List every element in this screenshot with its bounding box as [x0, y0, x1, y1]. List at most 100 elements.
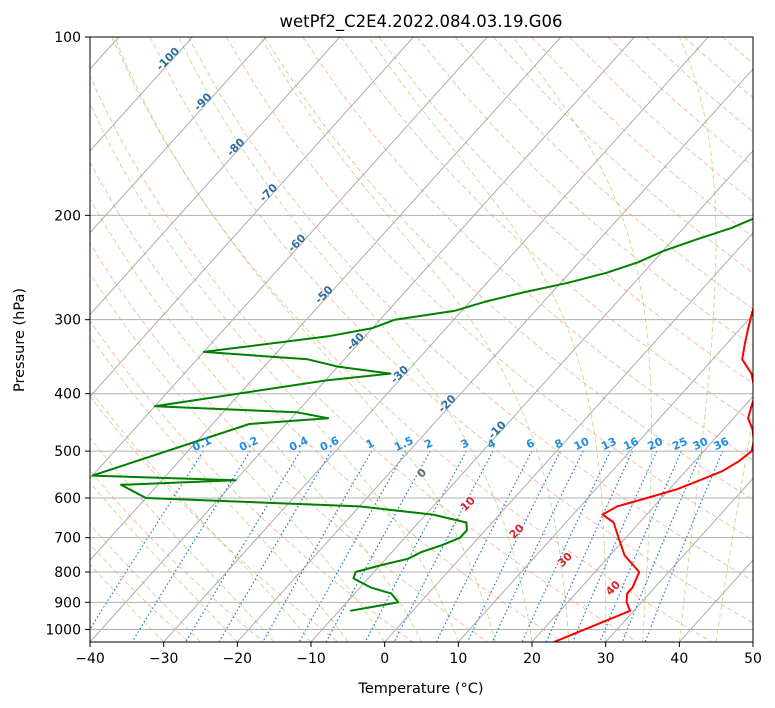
dry-adiabat-label: -100: [154, 44, 183, 73]
moist-adiabat-label: 40: [603, 578, 623, 598]
x-tick-label: 10: [449, 651, 467, 667]
moist-adiabat: [90, 272, 386, 642]
dry-adiabat: [90, 543, 190, 642]
isotherm: [90, 37, 193, 152]
isotherm: [457, 313, 753, 642]
dry-adiabat: [90, 395, 339, 642]
dry-adiabat-label: -80: [224, 135, 247, 158]
x-tick-label: 50: [744, 651, 762, 667]
y-tick-label: 1000: [45, 622, 81, 638]
dry-adiabat: [493, 37, 753, 274]
y-tick-label: 200: [54, 208, 81, 224]
mixing-ratio-line: [599, 450, 682, 642]
moist-adiabat: [678, 37, 717, 642]
x-tick-label: −20: [223, 651, 253, 667]
moist-adiabat: [90, 334, 349, 642]
dry-adiabat: [90, 242, 488, 642]
dry-adiabat: [90, 161, 563, 642]
moist-adiabat: [90, 437, 275, 642]
isotherm: [310, 150, 753, 642]
dry-adiabat: [302, 37, 753, 461]
mixing-ratio-label: 2: [422, 436, 434, 451]
moist-adiabat: [715, 415, 753, 642]
mixing-ratio-label: 36: [712, 435, 732, 453]
dry-adiabat-label: -30: [388, 363, 411, 386]
mixing-ratio-line: [491, 450, 584, 642]
dry-adiabat: [90, 74, 638, 642]
dry-adiabat: [683, 37, 753, 99]
dry-adiabat: [416, 37, 753, 347]
isotherm: [236, 68, 753, 642]
x-axis-label: Temperature (°C): [357, 681, 483, 697]
x-tick-label: −30: [149, 651, 179, 667]
dry-adiabat: [264, 37, 753, 501]
mixing-ratio-label: 25: [670, 435, 689, 453]
isotherm: [163, 37, 709, 642]
y-tick-label: 300: [54, 313, 81, 329]
plot-frame: [89, 36, 754, 643]
mixing-ratio-label: 20: [646, 435, 666, 453]
moist-adiabat: [90, 102, 459, 642]
moist-adiabat-label: 10: [458, 494, 478, 514]
x-tick-label: 30: [597, 651, 615, 667]
isotherm: [90, 37, 341, 316]
chart-title: wetPf2_C2E4.2022.084.03.19.G06: [279, 12, 562, 32]
moist-adiabat: [90, 197, 422, 642]
dry-adiabat: [149, 37, 753, 624]
dry-adiabat: [531, 37, 753, 238]
mixing-ratio-line: [298, 450, 406, 642]
dewpoint-profile: [91, 217, 753, 612]
x-tick-label: 20: [523, 651, 541, 667]
isotherm: [678, 559, 753, 642]
isotherm: [752, 641, 753, 642]
isotherm: [605, 477, 753, 642]
dry-adiabat: [340, 37, 753, 423]
moist-adiabat: [512, 37, 653, 642]
y-tick-label: 100: [54, 30, 81, 46]
dry-adiabat-label: -90: [191, 90, 214, 113]
mixing-ratio-line: [262, 450, 373, 642]
x-tick-label: 40: [670, 651, 688, 667]
mixing-ratio-label: 16: [621, 435, 641, 453]
y-tick-label: 900: [54, 595, 81, 611]
dry-adiabat-label: -70: [257, 181, 280, 204]
mixing-ratio-label: 13: [599, 435, 618, 453]
moist-adiabat: [90, 523, 201, 642]
mixing-ratio-label: 10: [572, 435, 592, 453]
mixing-ratio-line: [325, 450, 431, 642]
moist-adiabat: [114, 37, 496, 642]
mixing-ratio-line: [131, 450, 251, 642]
moist-adiabat: [90, 388, 312, 642]
mixing-ratio-line: [621, 450, 703, 642]
x-tick-label: −40: [75, 651, 105, 667]
dry-adiabat: [569, 37, 753, 203]
dry-adiabat: [761, 37, 775, 642]
isotherm: [531, 395, 753, 642]
moist-adiabat-label: 0: [415, 466, 430, 481]
y-tick-label: 700: [54, 531, 81, 547]
x-tick-label: −10: [296, 651, 326, 667]
mixing-ratio-line: [521, 450, 611, 642]
dry-adiabat: [90, 469, 264, 642]
dry-adiabat: [225, 37, 753, 541]
mixing-ratio-line: [435, 450, 533, 642]
dry-adiabat-label: -50: [312, 283, 335, 306]
moist-adiabat: [260, 37, 570, 642]
isotherm: [90, 37, 267, 234]
isotherm: [90, 37, 562, 561]
mixing-ratio-line: [466, 450, 561, 642]
y-tick-label: 800: [54, 565, 81, 581]
mixing-ratio-line: [364, 450, 467, 642]
y-tick-label: 400: [54, 387, 81, 403]
isotherm: [90, 37, 414, 398]
moist-adiabat-label: 30: [555, 549, 575, 569]
dry-adiabat: [454, 37, 753, 310]
moist-adiabat-label: 20: [507, 521, 527, 541]
moist-adiabat: [90, 481, 238, 642]
isotherm: [90, 37, 488, 480]
y-tick-label: 600: [54, 491, 81, 507]
moist-adiabat: [90, 563, 165, 642]
mixing-ratio-label: 3: [459, 436, 471, 451]
isotherm: [90, 37, 635, 642]
